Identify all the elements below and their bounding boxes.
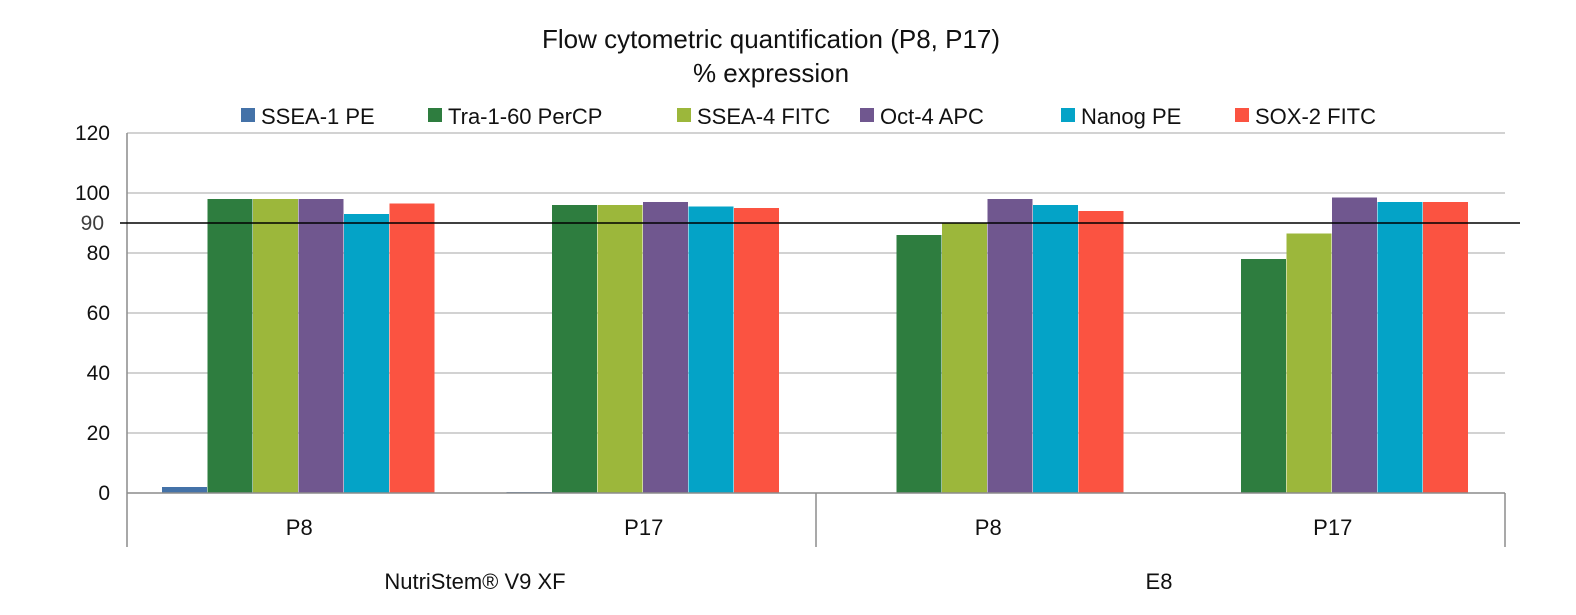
legend-label: SSEA-4 FITC: [697, 104, 830, 129]
bar-tra-1-60-percp-4: [1241, 259, 1286, 493]
reference-line-group: 90: [81, 212, 1520, 235]
legend-swatch-ssea-1-pe: [241, 108, 255, 122]
bar-sox-2-fitc-4: [1423, 202, 1468, 493]
bar-oct-4-apc-4: [1332, 197, 1377, 493]
legend-label: Oct-4 APC: [880, 104, 984, 129]
bar-nanog-pe-3: [1033, 205, 1078, 493]
x-axis-labels: P8 P17 P8 P17: [286, 515, 1353, 540]
legend-swatch-oct-4-apc: [860, 108, 874, 122]
bar-ssea-1-pe-1: [162, 487, 207, 493]
legend-label: SOX-2 FITC: [1255, 104, 1376, 129]
bar-ssea-4-fitc-1: [253, 199, 298, 493]
bar-nanog-pe-2: [688, 206, 734, 493]
x-category-label: P8: [286, 515, 313, 540]
legend-swatch-sox-2-fitc: [1235, 108, 1249, 122]
y-tick-label: 40: [87, 362, 110, 385]
legend: SSEA-1 PE Tra-1-60 PerCP SSEA-4 FITC Oct-4 …: [241, 104, 1376, 129]
bar-ssea-4-fitc-3: [942, 223, 987, 493]
group-labels: NutriStem® V9 XF E8: [384, 569, 1172, 594]
legend-label: Tra-1-60 PerCP: [448, 104, 602, 129]
bars: [162, 197, 1468, 493]
y-tick-label: 60: [87, 302, 110, 325]
x-category-label: P17: [1313, 515, 1352, 540]
y-tick-label: 100: [75, 182, 110, 205]
bar-nanog-pe-1: [344, 214, 389, 493]
bar-sox-2-fitc-3: [1078, 211, 1124, 493]
y-tick-label: 20: [87, 422, 110, 445]
y-tick-label: 0: [98, 482, 110, 505]
bar-tra-1-60-percp-3: [896, 235, 942, 493]
group-label: E8: [1146, 569, 1173, 594]
y-axis-ticks: 0 20 40 60 80 100 120: [75, 122, 110, 505]
y-tick-label: 120: [75, 122, 110, 145]
legend-swatch-ssea-4-fitc: [677, 108, 691, 122]
bar-oct-4-apc-2: [643, 202, 688, 493]
bar-tra-1-60-percp-1: [207, 199, 253, 493]
chart-title: Flow cytometric quantification (P8, P17): [542, 24, 1000, 54]
bar-oct-4-apc-1: [298, 199, 344, 493]
bar-ssea-4-fitc-4: [1286, 233, 1332, 493]
x-category-label: P17: [624, 515, 663, 540]
y-tick-label: 80: [87, 242, 110, 265]
bar-oct-4-apc-3: [987, 199, 1033, 493]
bar-sox-2-fitc-1: [389, 203, 435, 493]
reference-line-label: 90: [81, 212, 104, 235]
bar-sox-2-fitc-2: [734, 208, 779, 493]
legend-swatch-tra-1-60-percp: [428, 108, 442, 122]
bar-ssea-4-fitc-2: [597, 205, 643, 493]
group-label: NutriStem® V9 XF: [384, 569, 565, 594]
legend-label: Nanog PE: [1081, 104, 1181, 129]
legend-swatch-nanog-pe: [1061, 108, 1075, 122]
bar-tra-1-60-percp-2: [552, 205, 597, 493]
axes: [126, 133, 1506, 547]
legend-label: SSEA-1 PE: [261, 104, 375, 129]
chart-subtitle: % expression: [693, 58, 849, 88]
bar-nanog-pe-4: [1377, 202, 1423, 493]
x-category-label: P8: [975, 515, 1002, 540]
